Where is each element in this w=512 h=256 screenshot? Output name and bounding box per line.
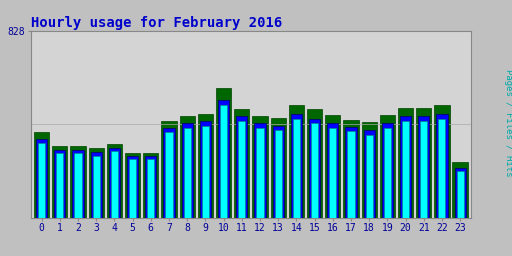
Bar: [366, 135, 373, 218]
Bar: [180, 116, 195, 218]
Bar: [238, 121, 245, 218]
Bar: [457, 171, 464, 218]
Bar: [36, 138, 47, 218]
Bar: [272, 125, 284, 218]
Bar: [420, 121, 428, 218]
Bar: [127, 156, 138, 218]
Bar: [400, 116, 411, 218]
Bar: [257, 128, 264, 218]
Text: Pages / Files / Hits: Pages / Files / Hits: [504, 69, 512, 177]
Bar: [325, 115, 340, 218]
Bar: [274, 130, 282, 218]
Bar: [436, 114, 447, 218]
Bar: [89, 148, 104, 218]
Bar: [129, 159, 136, 218]
Bar: [347, 131, 354, 218]
Bar: [200, 121, 211, 218]
Bar: [380, 115, 395, 218]
Bar: [91, 152, 102, 218]
Bar: [453, 162, 468, 218]
Bar: [111, 151, 118, 218]
Bar: [327, 123, 338, 218]
Bar: [125, 153, 140, 218]
Bar: [418, 116, 430, 218]
Bar: [344, 120, 358, 218]
Bar: [109, 148, 120, 218]
Bar: [93, 156, 100, 218]
Bar: [307, 109, 322, 218]
Bar: [291, 114, 302, 218]
Bar: [402, 121, 409, 218]
Bar: [236, 116, 247, 218]
Bar: [145, 156, 156, 218]
Bar: [220, 105, 227, 218]
Bar: [346, 127, 356, 218]
Bar: [309, 119, 320, 218]
Bar: [434, 105, 450, 218]
Bar: [182, 123, 193, 218]
Bar: [74, 153, 81, 218]
Bar: [107, 144, 122, 218]
Bar: [361, 122, 377, 218]
Bar: [254, 123, 266, 218]
Bar: [455, 168, 466, 218]
Bar: [384, 128, 391, 218]
Bar: [202, 125, 209, 218]
Bar: [163, 128, 175, 218]
Bar: [289, 105, 304, 218]
Bar: [56, 153, 63, 218]
Bar: [398, 108, 413, 218]
Bar: [70, 146, 86, 218]
Bar: [311, 123, 318, 218]
Bar: [382, 123, 393, 218]
Bar: [38, 143, 45, 218]
Bar: [198, 114, 213, 218]
Bar: [416, 108, 432, 218]
Bar: [234, 109, 249, 218]
Bar: [293, 119, 300, 218]
Bar: [252, 116, 268, 218]
Bar: [34, 132, 49, 218]
Bar: [364, 130, 375, 218]
Bar: [54, 150, 66, 218]
Bar: [72, 150, 83, 218]
Bar: [218, 100, 229, 218]
Bar: [438, 119, 445, 218]
Bar: [147, 159, 155, 218]
Text: Hourly usage for February 2016: Hourly usage for February 2016: [31, 16, 282, 29]
Bar: [184, 128, 191, 218]
Bar: [165, 132, 173, 218]
Bar: [52, 146, 68, 218]
Bar: [329, 128, 336, 218]
Bar: [270, 118, 286, 218]
Bar: [161, 121, 177, 218]
Bar: [216, 89, 231, 218]
Bar: [143, 153, 158, 218]
